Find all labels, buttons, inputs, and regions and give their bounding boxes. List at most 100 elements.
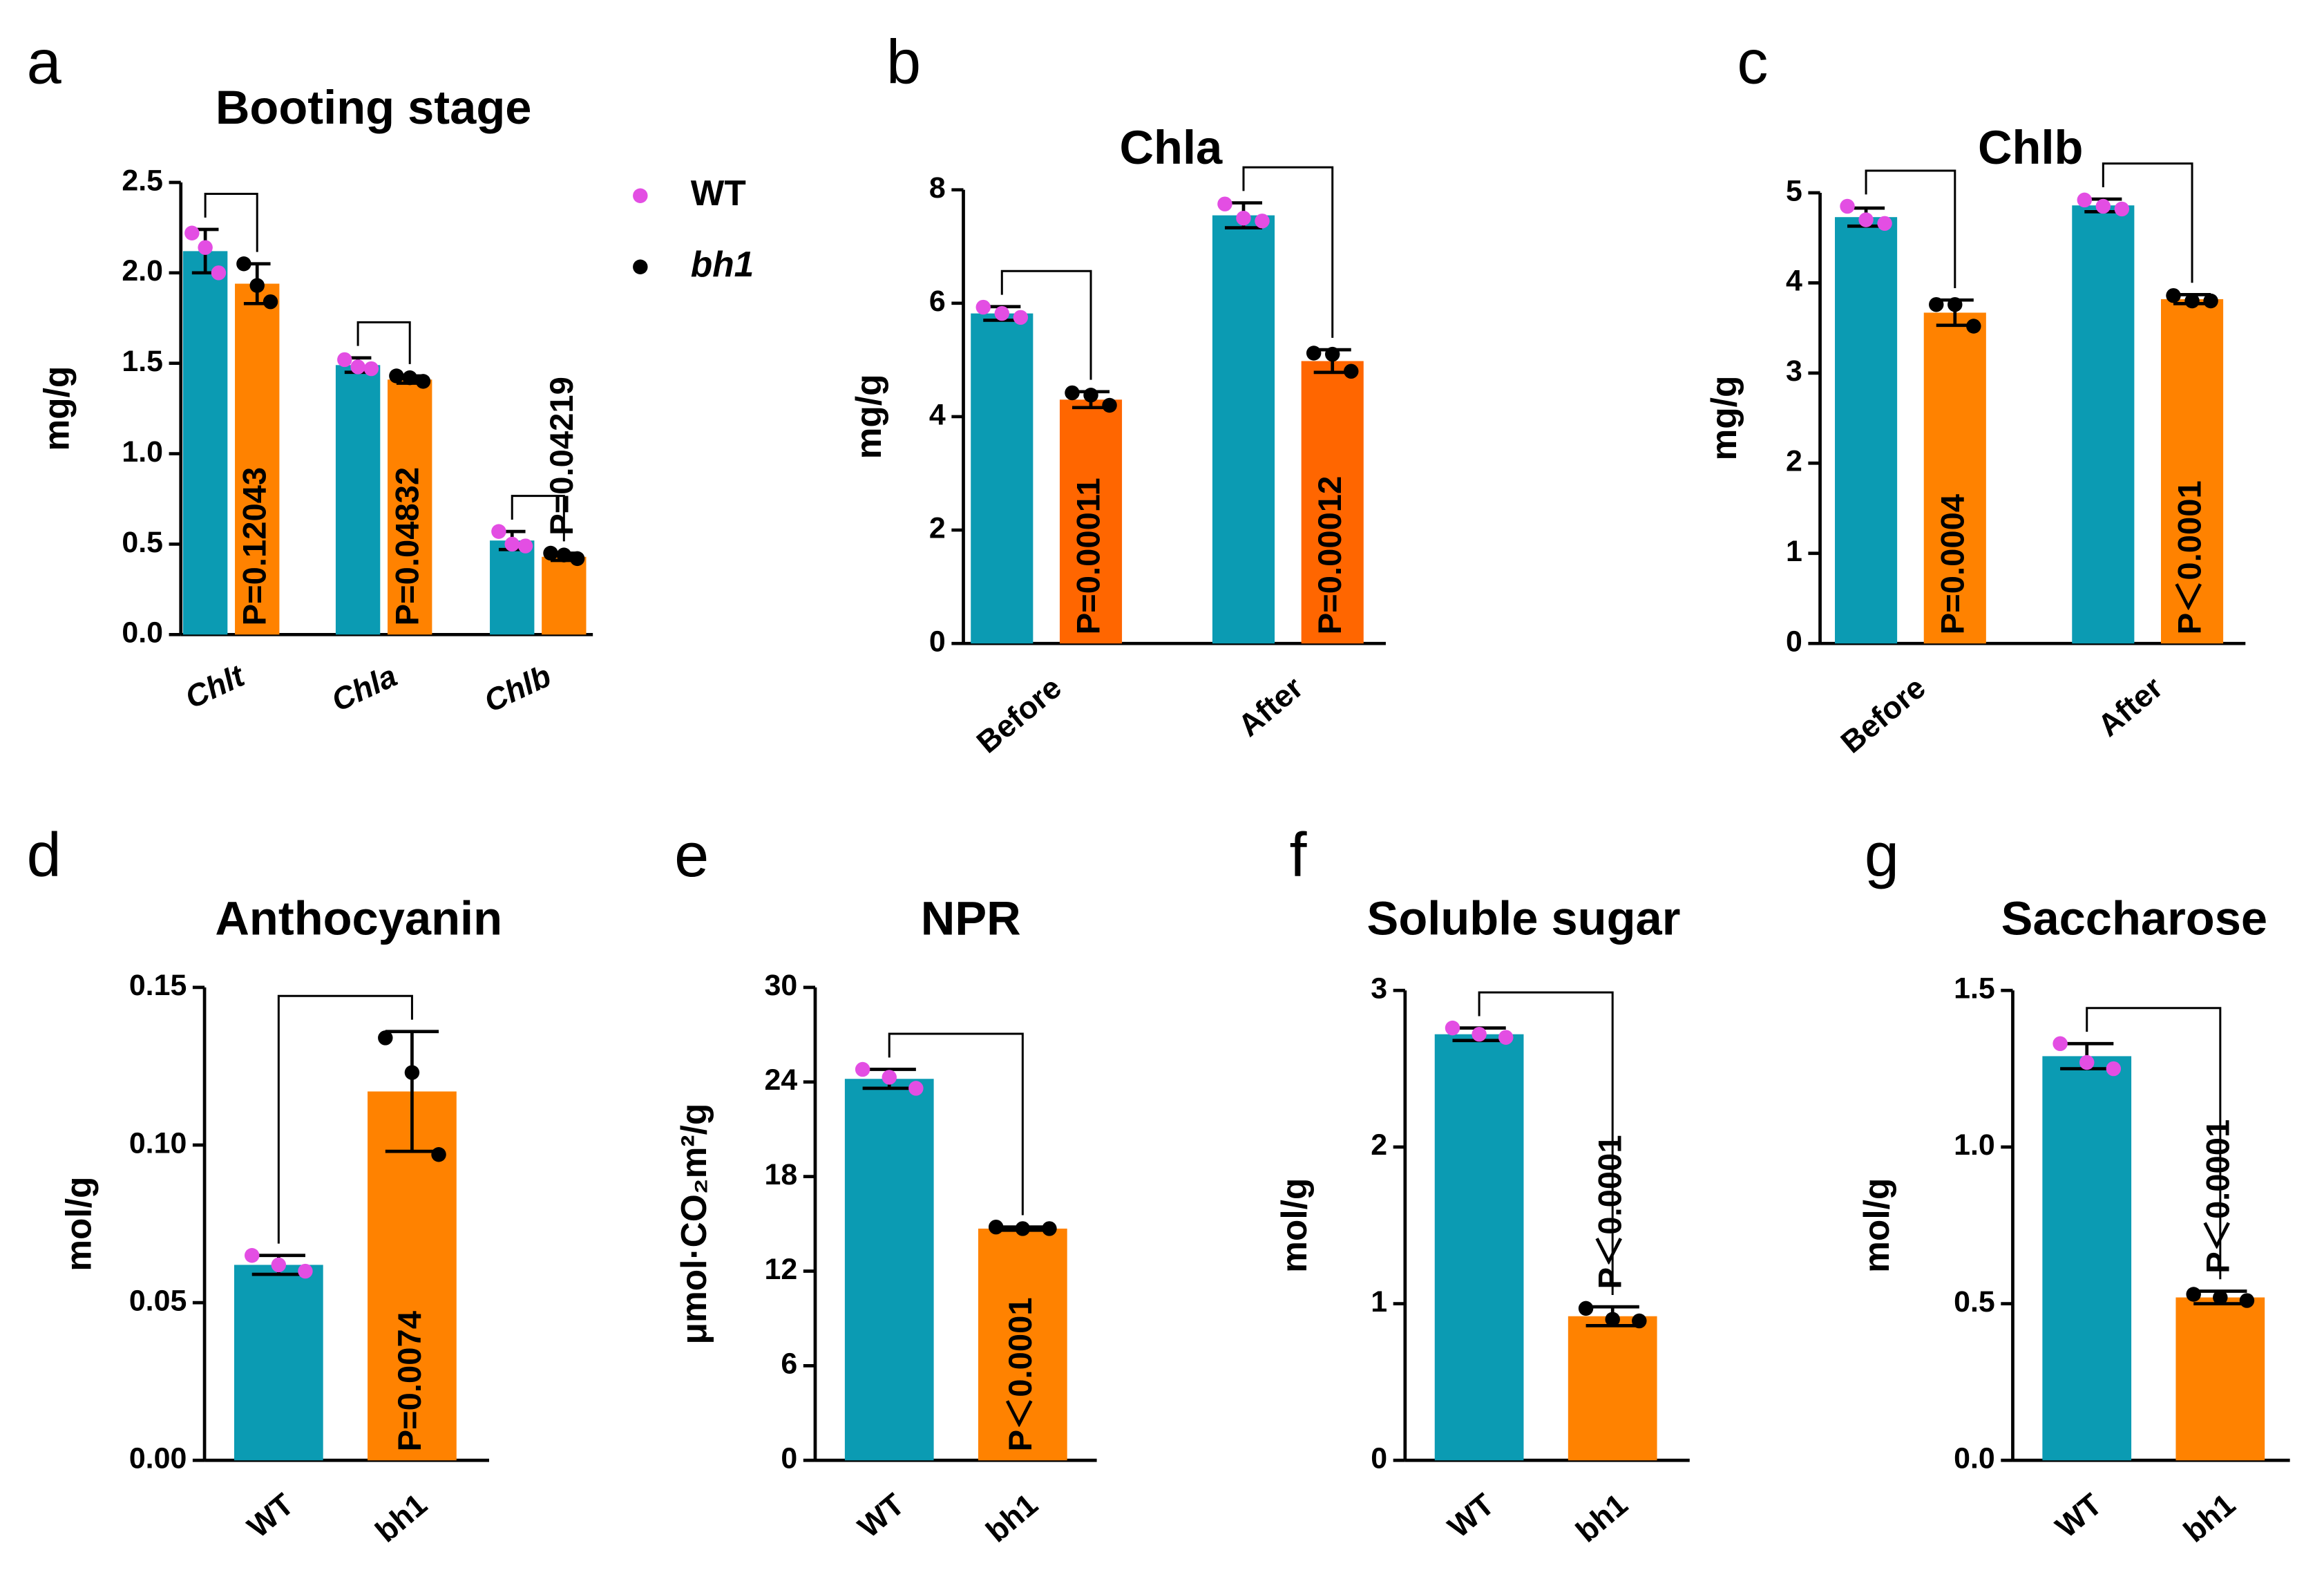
data-point — [2052, 1036, 2068, 1052]
data-point — [2077, 192, 2093, 208]
y-tick-label: 1.0 — [122, 435, 163, 469]
legend-marker — [633, 188, 648, 203]
y-axis-label: mg/g — [36, 366, 76, 451]
y-tick-label: 1.5 — [122, 345, 163, 378]
p-value: P＜0.0001 — [2172, 480, 2209, 634]
data-point — [2106, 1061, 2122, 1077]
y-tick-label: 0 — [929, 625, 946, 659]
y-tick-label: 1 — [1786, 535, 1802, 568]
panel-letter: a — [27, 27, 62, 97]
bar — [234, 1265, 323, 1461]
p-value: P=0.04219 — [544, 377, 580, 536]
data-point — [2184, 293, 2200, 309]
data-point — [431, 1147, 446, 1162]
bar — [235, 283, 280, 635]
data-point — [855, 1061, 870, 1077]
x-tick-label: bh1 — [369, 1486, 434, 1549]
data-point — [1013, 310, 1029, 325]
data-point — [1966, 319, 1981, 334]
y-tick-label: 0.00 — [129, 1442, 187, 1475]
data-point — [1102, 397, 1117, 413]
bar — [388, 379, 432, 635]
data-point — [389, 368, 404, 384]
p-value: P=0.04832 — [390, 467, 426, 626]
y-axis-label: mg/g — [848, 374, 888, 459]
data-point — [236, 256, 251, 272]
bar — [542, 556, 587, 635]
y-tick-label: 6 — [781, 1348, 797, 1381]
chart-title: Anthocyanin — [215, 892, 502, 945]
data-point — [2095, 198, 2111, 214]
data-point — [198, 240, 213, 255]
data-point — [249, 278, 265, 293]
bar — [335, 365, 381, 635]
panel-letter: f — [1290, 820, 1308, 890]
significance-bracket — [1000, 270, 1092, 380]
data-point — [298, 1263, 313, 1279]
significance-bracket — [511, 495, 565, 542]
data-point — [1840, 198, 1855, 214]
data-point — [337, 352, 352, 368]
data-point — [1324, 346, 1340, 362]
significance-bracket — [356, 321, 411, 364]
y-axis-label: mol/g — [1856, 1178, 1896, 1273]
data-point — [1605, 1312, 1620, 1327]
y-tick-label: 0 — [781, 1442, 797, 1475]
data-point — [556, 547, 572, 562]
y-tick-label: 0.15 — [129, 969, 187, 1002]
significance-bracket — [1478, 991, 1614, 1295]
y-tick-label: 0.05 — [129, 1284, 187, 1317]
data-point — [244, 1248, 260, 1263]
data-point — [2079, 1055, 2095, 1070]
x-tick-label: WT — [1441, 1486, 1501, 1544]
y-tick-label: 1 — [1371, 1285, 1387, 1318]
panel-letter: b — [886, 27, 921, 97]
data-point — [1306, 346, 1322, 361]
y-tick-label: 1.5 — [1954, 972, 1995, 1005]
x-tick-label: bh1 — [979, 1486, 1044, 1549]
legend-marker — [633, 259, 648, 274]
legend-label: WT — [691, 173, 746, 213]
x-tick-label: After — [1231, 670, 1309, 744]
bar — [978, 1228, 1067, 1461]
significance-bracket — [204, 193, 258, 252]
x-tick-label: WT — [240, 1486, 301, 1544]
data-point — [350, 359, 365, 375]
bar — [490, 540, 535, 635]
bar — [2042, 1056, 2132, 1461]
bar — [1434, 1034, 1524, 1461]
data-point — [543, 545, 558, 561]
y-axis-label: mg/g — [1704, 376, 1744, 461]
data-point — [908, 1081, 924, 1096]
p-value: P=0.00011 — [1070, 478, 1107, 634]
bar — [1835, 217, 1898, 644]
significance-bracket — [2102, 162, 2193, 283]
y-tick-label: 3 — [1786, 354, 1802, 388]
data-point — [882, 1070, 897, 1085]
y-tick-label: 0.5 — [122, 526, 163, 559]
y-tick-label: 8 — [929, 171, 946, 205]
bar — [2161, 299, 2224, 644]
y-tick-label: 6 — [929, 285, 946, 318]
data-point — [1498, 1030, 1514, 1045]
data-point — [263, 294, 278, 310]
y-tick-label: 24 — [765, 1063, 798, 1097]
significance-bracket — [1865, 169, 1956, 289]
data-point — [415, 374, 431, 389]
bar — [1212, 215, 1275, 644]
bar — [182, 251, 228, 635]
data-point — [1042, 1221, 1057, 1236]
x-tick-label: bh1 — [1569, 1486, 1634, 1549]
legend-label: bh1 — [691, 244, 754, 284]
bar — [971, 313, 1034, 644]
p-value: P=0.00012 — [1312, 476, 1349, 635]
y-tick-label: 18 — [765, 1158, 798, 1191]
data-point — [1255, 214, 1270, 229]
y-tick-label: 30 — [765, 969, 798, 1002]
data-point — [504, 536, 520, 552]
y-axis-label: mol/g — [59, 1176, 99, 1271]
data-point — [1083, 388, 1098, 403]
data-point — [1632, 1313, 1647, 1329]
data-point — [1947, 296, 1963, 312]
